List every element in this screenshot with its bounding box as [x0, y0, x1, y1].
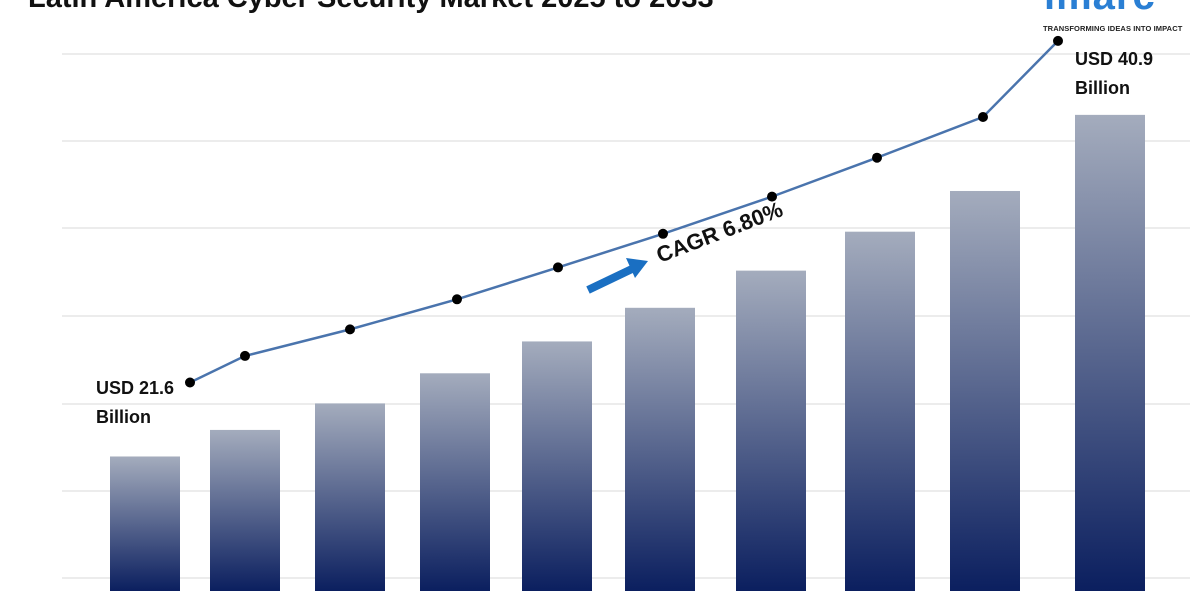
imarc-logo: imarc TRANSFORMING IDEAS INTO IMPACT — [1040, 0, 1200, 36]
line-marker-2027 — [345, 324, 355, 335]
cagr-arrow-head — [626, 258, 648, 278]
chart-title: Latin America Cyber Security Market 2025… — [28, 0, 714, 14]
line-marker-2025 — [185, 377, 195, 388]
cagr-arrow-shaft — [586, 264, 636, 294]
start-value-callout: USD 21.6 Billion — [96, 374, 174, 432]
line-marker-2028 — [452, 294, 462, 305]
line-marker-2031 — [767, 191, 777, 202]
bar-2033 — [950, 190, 1020, 592]
line-marker-2030 — [658, 228, 668, 239]
bar-2034 — [1075, 114, 1145, 592]
line-marker-2032 — [872, 152, 882, 163]
cagr-label: CAGR 6.80% — [653, 197, 786, 268]
bar-2029 — [522, 341, 592, 591]
bar-2028 — [420, 373, 490, 591]
line-marker-2029 — [553, 262, 563, 273]
start-value: USD 21.6 — [96, 378, 175, 398]
trend-line — [185, 35, 1063, 388]
bars — [110, 114, 1145, 592]
bar-2025 — [110, 456, 180, 591]
bar-2030 — [625, 307, 695, 591]
end-value: USD 40.9 — [1075, 49, 1154, 69]
end-unit: Billion — [1075, 78, 1130, 98]
logo-tagline: TRANSFORMING IDEAS INTO IMPACT — [1043, 24, 1183, 33]
line-marker-2034 — [1053, 35, 1063, 46]
line-marker-2033 — [978, 111, 988, 122]
bar-2031 — [736, 270, 806, 591]
line-marker-2026 — [240, 350, 250, 361]
start-unit: Billion — [96, 407, 151, 427]
bar-2032 — [845, 231, 915, 591]
logo-wordmark: imarc — [1044, 0, 1156, 16]
bar-2027 — [315, 403, 385, 591]
cagr-arrow — [586, 258, 648, 294]
bar-2026 — [210, 429, 280, 591]
end-value-callout: USD 40.9 Billion — [1075, 45, 1153, 103]
trend-line-path — [189, 39, 1059, 384]
